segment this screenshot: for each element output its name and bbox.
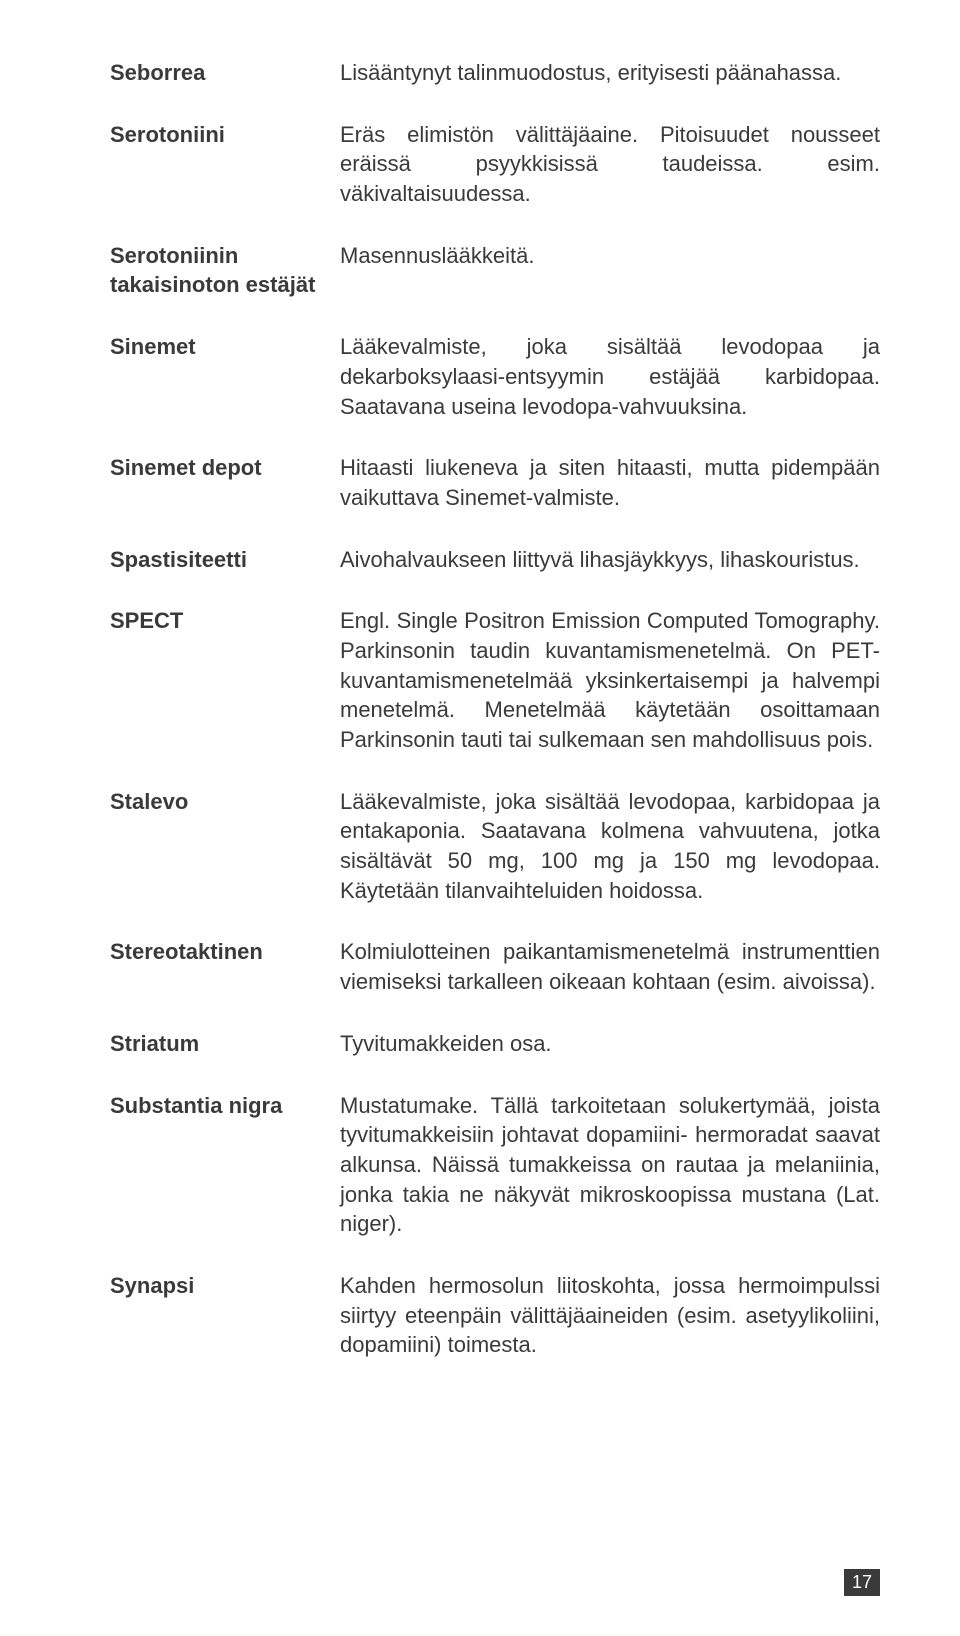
glossary-entry: SPECTEngl. Single Positron Emission Comp…: [110, 606, 880, 754]
glossary-term: Spastisiteetti: [110, 545, 340, 575]
glossary-definition: Engl. Single Positron Emission Computed …: [340, 606, 880, 754]
glossary-entry: StalevoLääkevalmiste, joka sisältää levo…: [110, 787, 880, 906]
glossary-term: Striatum: [110, 1029, 340, 1059]
glossary-entry: StereotaktinenKolmiulotteinen paikantami…: [110, 937, 880, 996]
glossary-entry: SpastisiteettiAivohalvaukseen liittyvä l…: [110, 545, 880, 575]
glossary-definition: Lääkevalmiste, joka sisältää levodopaa j…: [340, 332, 880, 421]
glossary-term: Serotoniini: [110, 120, 340, 150]
glossary-entry: SinemetLääkevalmiste, joka sisältää levo…: [110, 332, 880, 421]
glossary-entry: SeborreaLisääntynyt talinmuodostus, erit…: [110, 58, 880, 88]
glossary-definition: Kahden hermosolun liitoskohta, jossa her…: [340, 1271, 880, 1360]
glossary-list: SeborreaLisääntynyt talinmuodostus, erit…: [110, 58, 880, 1360]
glossary-term: Seborrea: [110, 58, 340, 88]
glossary-term: Sinemet depot: [110, 453, 340, 483]
glossary-definition: Masennuslääkkeitä.: [340, 241, 880, 271]
glossary-term: Serotoniinin takaisinoton estäjät: [110, 241, 340, 300]
glossary-entry: StriatumTyvitumakkeiden osa.: [110, 1029, 880, 1059]
glossary-term: Stalevo: [110, 787, 340, 817]
glossary-entry: Serotoniinin takaisinoton estäjätMasennu…: [110, 241, 880, 300]
glossary-entry: Substantia nigraMustatumake. Tällä tarko…: [110, 1091, 880, 1239]
page-number: 17: [844, 1569, 880, 1596]
glossary-entry: SynapsiKahden hermosolun liitoskohta, jo…: [110, 1271, 880, 1360]
glossary-entry: Sinemet depotHitaasti liukeneva ja siten…: [110, 453, 880, 512]
glossary-definition: Tyvitumakkeiden osa.: [340, 1029, 880, 1059]
glossary-definition: Lisääntynyt talinmuodostus, erityisesti …: [340, 58, 880, 88]
glossary-definition: Kolmiulotteinen paikantamismenetelmä ins…: [340, 937, 880, 996]
glossary-term: SPECT: [110, 606, 340, 636]
glossary-definition: Eräs elimistön välittäjäaine. Pitoisuude…: [340, 120, 880, 209]
glossary-definition: Lääkevalmiste, joka sisältää levodopaa, …: [340, 787, 880, 906]
glossary-entry: SerotoniiniEräs elimistön välittäjäaine.…: [110, 120, 880, 209]
glossary-definition: Mustatumake. Tällä tarkoitetaan solukert…: [340, 1091, 880, 1239]
glossary-term: Substantia nigra: [110, 1091, 340, 1121]
glossary-definition: Hitaasti liukeneva ja siten hitaasti, mu…: [340, 453, 880, 512]
glossary-definition: Aivohalvaukseen liittyvä lihasjäykkyys, …: [340, 545, 880, 575]
glossary-term: Stereotaktinen: [110, 937, 340, 967]
glossary-term: Sinemet: [110, 332, 340, 362]
glossary-term: Synapsi: [110, 1271, 340, 1301]
